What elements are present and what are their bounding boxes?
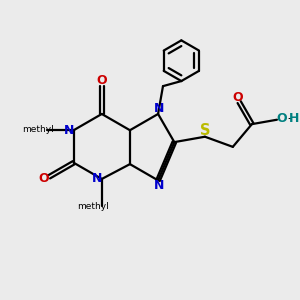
Text: methyl: methyl <box>77 202 109 211</box>
Text: methyl: methyl <box>22 125 54 134</box>
Text: O: O <box>38 172 49 185</box>
Text: N: N <box>92 172 102 185</box>
Text: -: - <box>287 112 292 125</box>
Text: S: S <box>200 123 211 138</box>
Text: N: N <box>63 124 74 137</box>
Text: O: O <box>232 91 243 103</box>
Text: O: O <box>277 112 287 125</box>
Text: O: O <box>97 74 107 87</box>
Text: N: N <box>154 179 165 192</box>
Text: N: N <box>154 102 165 116</box>
Text: H: H <box>289 112 300 125</box>
